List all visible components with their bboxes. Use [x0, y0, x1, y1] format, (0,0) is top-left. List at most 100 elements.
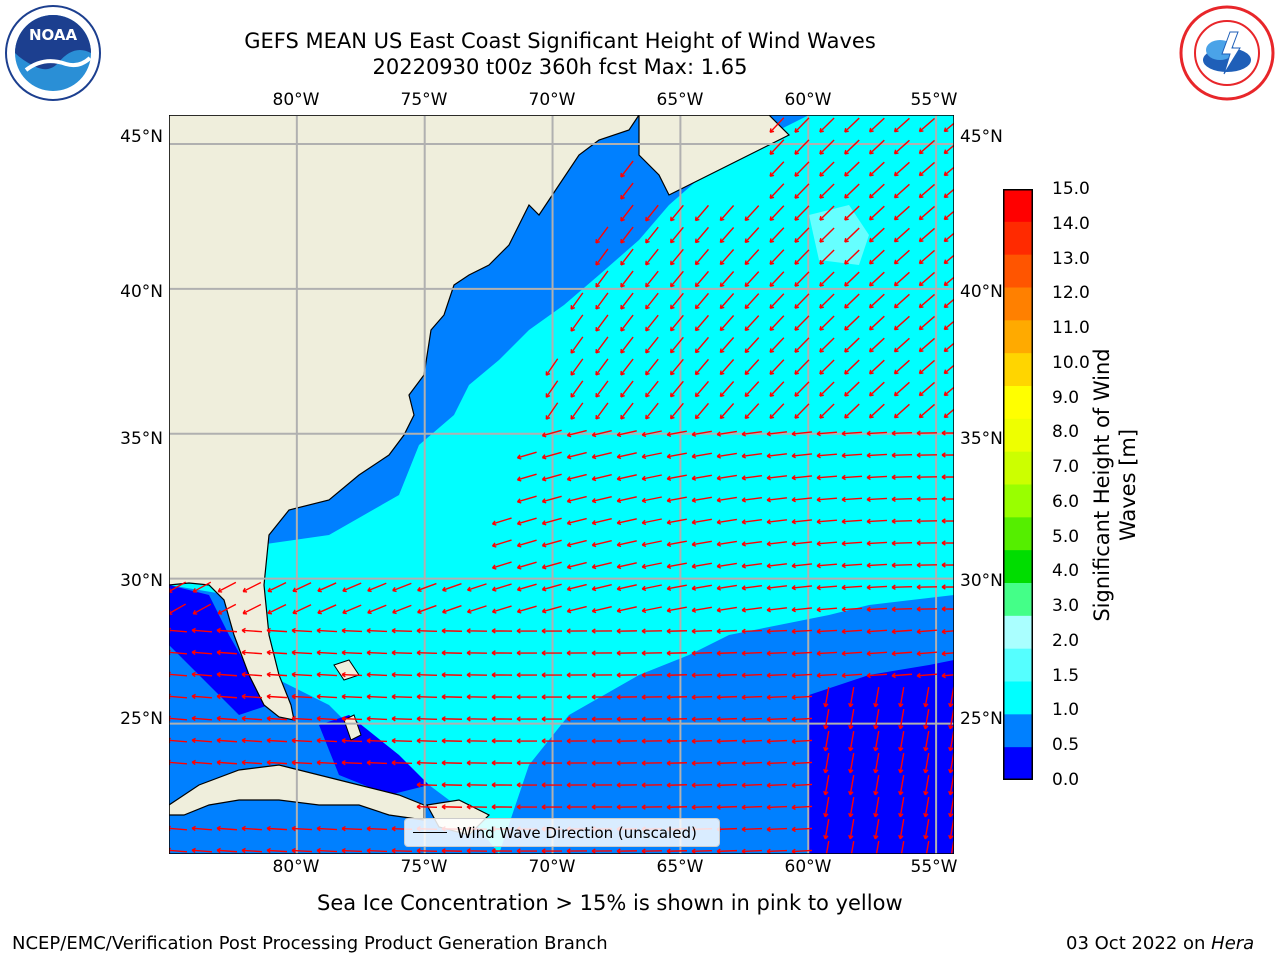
wave-direction-arrow: [292, 582, 312, 593]
wave-direction-arrow: [291, 715, 313, 722]
wave-direction-arrow: [491, 583, 512, 592]
wave-direction-arrow: [791, 804, 813, 811]
wave-direction-arrow: [466, 650, 488, 656]
wave-direction-arrow: [616, 606, 637, 614]
wave-direction-arrow: [791, 760, 813, 767]
wave-direction-arrow: [666, 430, 687, 437]
wave-direction-arrow: [694, 248, 710, 266]
wave-direction-arrow: [266, 649, 288, 656]
lon-label-top: 55°W: [910, 90, 958, 110]
wave-direction-arrow: [823, 775, 830, 796]
colorbar-frame: [1003, 189, 1033, 780]
wave-direction-arrow: [566, 782, 588, 788]
wave-direction-arrow: [694, 292, 710, 310]
wave-direction-arrow: [869, 205, 885, 221]
wave-direction-arrow: [441, 738, 463, 744]
wave-direction-arrow: [916, 584, 938, 590]
colorbar-tick-label: 10.0: [1052, 352, 1090, 373]
wave-direction-arrow: [719, 315, 735, 332]
wave-direction-arrow: [666, 694, 688, 700]
colorbar-swatch: [1003, 386, 1033, 420]
wave-direction-arrow: [570, 402, 584, 420]
wave-direction-arrow: [516, 782, 538, 788]
wave-direction-arrow: [292, 604, 312, 615]
wave-direction-arrow: [216, 627, 238, 634]
wave-direction-arrow: [716, 628, 738, 634]
wave-direction-arrow: [595, 292, 609, 310]
wave-direction-arrow: [819, 271, 835, 287]
wave-direction-arrow: [516, 473, 537, 482]
wave-direction-arrow: [441, 650, 463, 656]
wave-direction-arrow: [866, 518, 888, 525]
wave-direction-arrow: [823, 819, 830, 840]
wave-direction-arrow: [893, 271, 910, 287]
wave-direction-arrow: [666, 782, 688, 788]
wave-direction-arrow: [869, 227, 885, 243]
wave-direction-arrow: [541, 605, 562, 614]
wave-direction-arrow: [620, 402, 634, 420]
wave-direction-arrow: [766, 782, 788, 789]
wave-direction-arrow: [620, 204, 634, 222]
wave-direction-arrow: [391, 628, 413, 634]
wave-band-1.5-2.0: [809, 205, 869, 265]
wave-direction-arrow: [242, 603, 262, 615]
wave-direction-arrow: [316, 649, 338, 656]
wave-direction-arrow: [366, 649, 388, 656]
wave-direction-arrow: [366, 715, 388, 722]
wave-direction-arrow: [616, 848, 638, 854]
wave-direction-arrow: [591, 694, 613, 700]
wave-direction-arrow: [591, 650, 613, 656]
wave-direction-arrow: [191, 627, 213, 634]
wave-direction-arrow: [898, 709, 905, 730]
wave-direction-arrow: [616, 804, 638, 810]
wave-direction-arrow: [844, 315, 860, 331]
wave-direction-arrow: [816, 540, 838, 547]
wave-direction-arrow: [491, 760, 513, 766]
wave-direction-arrow: [541, 628, 563, 634]
wave-direction-arrow: [291, 759, 313, 766]
wave-direction-arrow: [769, 315, 785, 331]
wave-direction-arrow: [819, 293, 835, 309]
wave-direction-arrow: [516, 650, 538, 656]
wave-direction-arrow: [266, 715, 288, 722]
wave-direction-arrow: [366, 627, 388, 634]
wave-direction-arrow: [819, 359, 835, 375]
wave-direction-arrow: [716, 562, 737, 569]
colorbar-tick-label: 15.0: [1052, 179, 1090, 199]
wave-direction-arrow: [891, 496, 913, 502]
wave-direction-arrow: [816, 584, 838, 591]
wave-direction-arrow: [716, 694, 738, 700]
wave-direction-arrow: [766, 848, 788, 855]
wave-direction-arrow: [595, 226, 609, 244]
wave-direction-arrow: [669, 270, 684, 288]
wave-direction-arrow: [893, 117, 910, 133]
wave-direction-arrow: [844, 139, 860, 155]
wave-direction-arrow: [616, 430, 637, 438]
wave-direction-arrow: [316, 847, 338, 854]
wave-direction-arrow: [794, 403, 810, 419]
wave-direction-arrow: [566, 495, 587, 504]
wave-direction-arrow: [441, 760, 463, 766]
lat-label-left: 25°N: [120, 709, 163, 729]
wave-direction-arrow: [741, 474, 763, 481]
colorbar-swatch: [1003, 254, 1033, 288]
wave-direction-arrow: [645, 402, 659, 420]
wave-direction-arrow: [791, 452, 813, 459]
wave-direction-arrow: [620, 380, 634, 398]
wave-direction-arrow: [948, 731, 955, 752]
wave-direction-arrow: [841, 584, 863, 591]
wave-direction-arrow: [342, 604, 362, 615]
noaa-logo: NOAA: [4, 4, 102, 102]
wave-direction-arrow: [541, 804, 563, 810]
colorbar-swatch: [1003, 681, 1033, 715]
lat-label-left: 35°N: [120, 429, 163, 449]
wave-direction-arrow: [666, 738, 688, 744]
wave-direction-arrow: [841, 430, 863, 437]
wave-direction-arrow: [816, 672, 838, 679]
wave-direction-arrow: [766, 453, 788, 459]
wave-direction-arrow: [570, 292, 584, 310]
wave-direction-arrow: [844, 293, 860, 309]
wave-direction-arrow: [769, 183, 785, 199]
wave-direction-arrow: [566, 804, 588, 810]
wave-direction-arrow: [744, 249, 760, 266]
